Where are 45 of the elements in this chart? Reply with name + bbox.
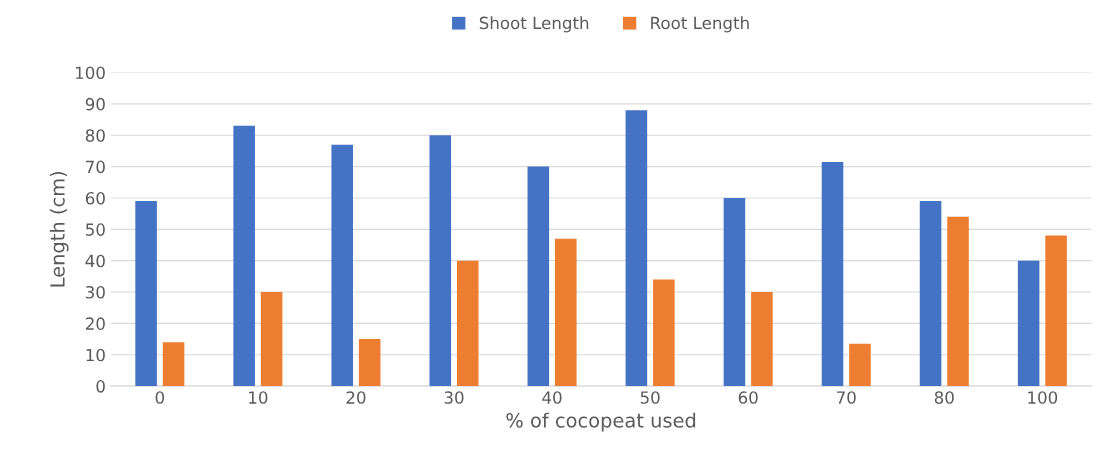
bar (849, 343, 871, 387)
x-tick-label: 100 (1028, 391, 1058, 404)
bar (919, 201, 942, 387)
y-tick-label: 80 (85, 129, 105, 142)
y-tick-label: 60 (85, 191, 105, 205)
bar (260, 292, 283, 387)
x-tick-label: 10 (249, 391, 268, 404)
bar (625, 110, 648, 387)
bar (1045, 235, 1067, 387)
y-tick-label: 0 (96, 380, 105, 393)
bar (358, 339, 381, 387)
x-tick-label: 60 (738, 391, 758, 404)
bar (751, 292, 773, 387)
bar (135, 201, 157, 387)
x-tick-label: 0 (155, 391, 165, 404)
bar (653, 279, 675, 387)
x-tick-label: 40 (542, 391, 562, 404)
x-tick-label: 50 (640, 391, 660, 404)
y-tick-label: 20 (85, 317, 105, 330)
x-tick-label: 80 (934, 391, 954, 404)
y-tick-label: 50 (86, 223, 105, 236)
bar (947, 216, 969, 387)
bar (233, 125, 255, 387)
bar (555, 238, 577, 387)
y-tick-label: 10 (86, 348, 105, 362)
y-axis-title: Length (cm) (49, 171, 69, 287)
legend-label: Root Length (651, 16, 749, 33)
bar (162, 342, 185, 387)
legend-label: Shoot Length (479, 16, 589, 33)
bar (429, 135, 452, 387)
x-axis-title: % of cocopeat used (506, 412, 696, 432)
bar (331, 144, 353, 387)
y-tick-label: 40 (85, 254, 105, 268)
y-tick-label: 90 (85, 97, 105, 111)
y-tick-label: 70 (86, 160, 105, 174)
bar (821, 161, 844, 387)
x-tick-label: 30 (444, 391, 464, 404)
bar (1017, 260, 1040, 387)
bar (527, 166, 550, 387)
y-tick-label: 100 (75, 66, 105, 80)
x-tick-label: 70 (837, 391, 856, 404)
x-tick-label: 20 (346, 391, 366, 404)
bar (723, 197, 746, 387)
y-tick-label: 30 (86, 285, 105, 299)
bar (456, 260, 479, 387)
